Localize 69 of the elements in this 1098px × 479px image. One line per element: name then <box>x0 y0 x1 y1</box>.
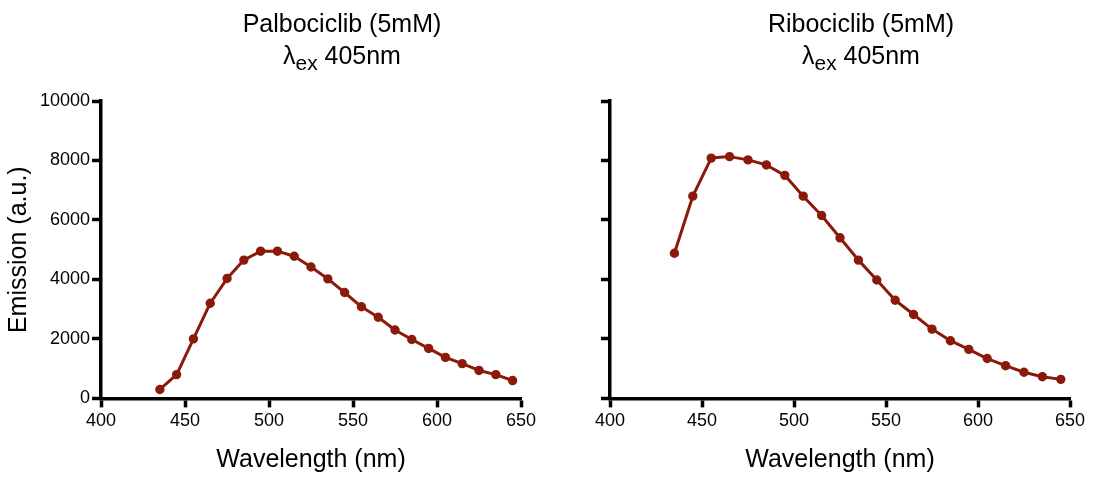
y-tick-label: 0 <box>80 387 91 408</box>
x-tick-label: 600 <box>962 410 994 431</box>
point <box>872 275 882 285</box>
point <box>982 353 992 364</box>
x-tick-label: 500 <box>778 410 810 431</box>
x-tick-label: 650 <box>1054 410 1086 431</box>
x-tick-label: 500 <box>254 410 285 431</box>
point <box>890 295 900 305</box>
point <box>964 344 974 355</box>
point <box>761 160 772 170</box>
point <box>222 273 232 284</box>
point <box>491 369 501 380</box>
x-axis-title: Wavelength (nm) <box>216 443 406 472</box>
chart-title: Ribociclib (5mM) <box>766 8 956 39</box>
y-tick-label: 10000 <box>39 89 91 110</box>
point <box>853 255 864 265</box>
point <box>688 191 698 201</box>
y-tick-label: 4000 <box>50 268 91 289</box>
point <box>155 384 165 395</box>
chart-title: Palbociclib (5mM) <box>241 8 443 39</box>
chart-subtitle: λ$_{ex}$ 405nm <box>282 40 402 76</box>
y-axis-title: Emission (a.u.) <box>2 166 31 334</box>
y-tick-label: 2000 <box>50 327 91 348</box>
x-tick-label: 600 <box>421 410 453 431</box>
point <box>339 287 350 298</box>
point <box>255 246 266 256</box>
point <box>356 302 367 312</box>
point <box>457 358 467 369</box>
point <box>171 369 182 380</box>
point <box>239 255 249 265</box>
x-tick-label: 650 <box>505 410 537 431</box>
point <box>927 324 937 334</box>
point <box>188 334 199 344</box>
point <box>1019 367 1029 377</box>
x-tick-label: 400 <box>594 410 626 431</box>
point <box>780 170 790 181</box>
point <box>798 191 808 201</box>
point <box>407 334 417 345</box>
x-tick-label: 550 <box>870 410 902 431</box>
chart-subtitle: λ$_{ex}$ 405nm <box>801 40 921 76</box>
point <box>1037 371 1048 382</box>
point <box>289 251 299 261</box>
point <box>743 155 753 165</box>
point <box>474 365 484 376</box>
point <box>706 153 716 163</box>
x-tick-label: 450 <box>170 410 201 431</box>
point <box>323 274 333 284</box>
point <box>945 336 956 346</box>
point <box>816 210 827 221</box>
point <box>669 248 680 258</box>
point <box>373 312 383 322</box>
point <box>272 246 283 256</box>
y-tick-label: 6000 <box>50 208 91 229</box>
point <box>507 375 518 386</box>
point <box>835 233 845 243</box>
point <box>306 262 316 272</box>
x-tick-label: 400 <box>86 410 117 431</box>
point <box>205 298 215 308</box>
point <box>390 325 400 335</box>
x-tick-label: 450 <box>686 410 718 431</box>
point <box>908 309 919 320</box>
point <box>440 352 451 363</box>
x-tick-label: 550 <box>338 410 369 431</box>
point <box>1000 360 1011 371</box>
point <box>724 151 735 162</box>
y-tick-label: 8000 <box>50 149 91 170</box>
point <box>423 343 434 354</box>
point <box>1056 374 1066 385</box>
x-axis-title: Wavelength (nm) <box>745 443 935 472</box>
